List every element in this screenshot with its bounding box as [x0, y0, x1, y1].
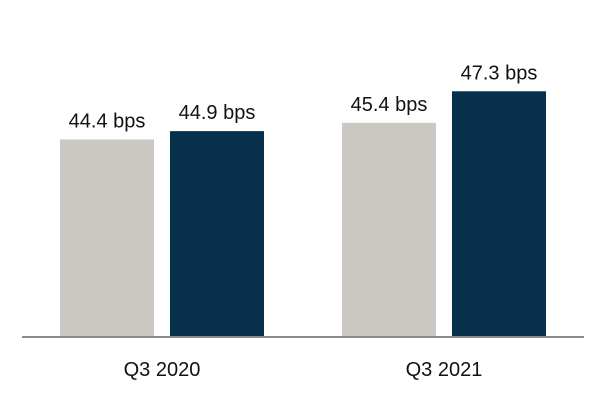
- bar-1-1: [452, 91, 546, 338]
- x-tick-label-1: Q3 2021: [406, 359, 483, 381]
- bars-layer: [60, 91, 546, 338]
- data-label-1-0: 45.4 bps: [351, 94, 428, 116]
- data-labels-layer: 44.4 bps 44.9 bps 45.4 bps 47.3 bps: [69, 62, 538, 132]
- bar-1-0: [342, 122, 436, 337]
- x-tick-label-0: Q3 2020: [124, 359, 201, 381]
- data-label-1-1: 47.3 bps: [461, 62, 538, 84]
- bar-0-0: [60, 139, 154, 337]
- data-label-0-0: 44.4 bps: [69, 110, 146, 132]
- bar-0-1: [170, 131, 264, 337]
- x-tick-labels-layer: Q3 2020 Q3 2021: [124, 359, 483, 381]
- data-label-0-1: 44.9 bps: [179, 102, 256, 124]
